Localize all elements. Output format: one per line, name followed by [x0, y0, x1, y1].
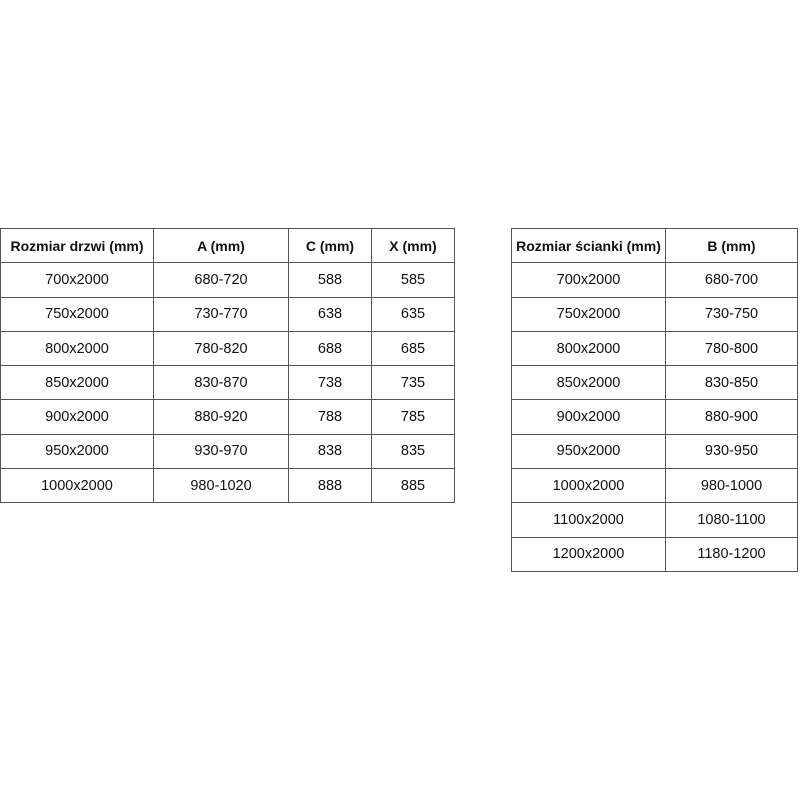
table-cell: 788: [288, 399, 372, 435]
table-cell: 950x2000: [0, 433, 154, 470]
table-row: 900x2000 880-920 788 785: [0, 399, 455, 435]
table-row: 850x2000 830-870 738 735: [0, 365, 455, 401]
table-cell: 730-750: [665, 296, 798, 332]
table-row: 850x2000 830-850: [511, 365, 798, 401]
table-row: 950x2000 930-970 838 835: [0, 433, 455, 470]
table-cell: 1080-1100: [665, 502, 798, 538]
table-cell: 830-870: [153, 365, 289, 401]
table-cell: 750x2000: [511, 296, 666, 332]
door-size-table: Rozmiar drzwi (mm) A (mm) C (mm) X (mm) 700…: [0, 227, 455, 504]
table-row: 1000x2000 980-1020 888 885: [0, 468, 455, 504]
table-cell: 785: [371, 399, 455, 435]
table-cell: 1000x2000: [0, 468, 154, 504]
wall-size-table: Rozmiar ścianki (mm) B (mm) 700x2000 680-7…: [511, 227, 798, 572]
table-cell: 700x2000: [0, 262, 154, 298]
table-cell: 585: [371, 262, 455, 298]
column-header: B (mm): [665, 227, 798, 264]
table-header-row: Rozmiar ścianki (mm) B (mm): [511, 227, 798, 264]
table-cell: 685: [371, 330, 455, 367]
table-cell: 1200x2000: [511, 536, 666, 572]
table-cell: 830-850: [665, 365, 798, 401]
table-cell: 1000x2000: [511, 468, 666, 504]
table-cell: 730-770: [153, 296, 289, 332]
table-cell: 930-970: [153, 433, 289, 470]
table-cell: 880-900: [665, 399, 798, 435]
table-cell: 738: [288, 365, 372, 401]
table-cell: 850x2000: [0, 365, 154, 401]
table-cell: 900x2000: [0, 399, 154, 435]
table-row: 700x2000 680-720 588 585: [0, 262, 455, 298]
table-cell: 750x2000: [0, 296, 154, 332]
table-row: 950x2000 930-950: [511, 433, 798, 470]
table-row: 750x2000 730-750: [511, 296, 798, 332]
table-cell: 980-1020: [153, 468, 289, 504]
table-cell: 980-1000: [665, 468, 798, 504]
table-row: 800x2000 780-820 688 685: [0, 330, 455, 367]
table-row: 750x2000 730-770 638 635: [0, 296, 455, 332]
column-header: X (mm): [371, 227, 455, 264]
table-cell: 885: [371, 468, 455, 504]
column-header: A (mm): [153, 227, 289, 264]
table-cell: 930-950: [665, 433, 798, 470]
table-cell: 1100x2000: [511, 502, 666, 538]
table-row: 800x2000 780-800: [511, 330, 798, 367]
table-cell: 888: [288, 468, 372, 504]
table-cell: 950x2000: [511, 433, 666, 470]
table-cell: 850x2000: [511, 365, 666, 401]
table-row: 1000x2000 980-1000: [511, 468, 798, 504]
table-cell: 800x2000: [0, 330, 154, 367]
table-row: 1200x2000 1180-1200: [511, 536, 798, 572]
table-cell: 700x2000: [511, 262, 666, 298]
table-cell: 688: [288, 330, 372, 367]
table-cell: 838: [288, 433, 372, 470]
column-header: Rozmiar ścianki (mm): [511, 227, 666, 264]
table-cell: 780-820: [153, 330, 289, 367]
column-header: Rozmiar drzwi (mm): [0, 227, 154, 264]
table-header-row: Rozmiar drzwi (mm) A (mm) C (mm) X (mm): [0, 227, 455, 264]
table-cell: 735: [371, 365, 455, 401]
table-cell: 638: [288, 296, 372, 332]
table-row: 700x2000 680-700: [511, 262, 798, 298]
table-cell: 680-720: [153, 262, 289, 298]
table-cell: 635: [371, 296, 455, 332]
table-row: 900x2000 880-900: [511, 399, 798, 435]
table-row: 1100x2000 1080-1100: [511, 502, 798, 538]
table-cell: 588: [288, 262, 372, 298]
table-cell: 800x2000: [511, 330, 666, 367]
table-cell: 835: [371, 433, 455, 470]
column-header: C (mm): [288, 227, 372, 264]
table-cell: 680-700: [665, 262, 798, 298]
table-cell: 900x2000: [511, 399, 666, 435]
table-cell: 1180-1200: [665, 536, 798, 572]
table-cell: 780-800: [665, 330, 798, 367]
table-cell: 880-920: [153, 399, 289, 435]
